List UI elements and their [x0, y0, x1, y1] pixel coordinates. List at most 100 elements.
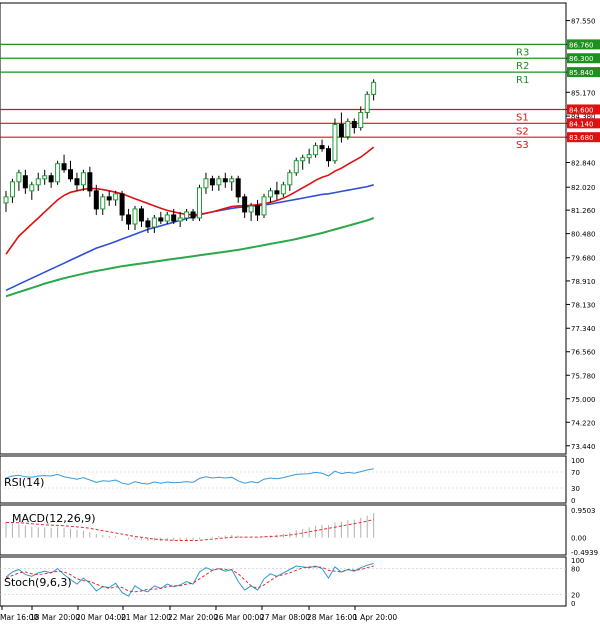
candle-bull: [203, 178, 209, 189]
candle-bear: [68, 169, 73, 180]
candlesticks: [3, 79, 377, 234]
candle-bear: [126, 214, 132, 225]
candle-bear: [93, 190, 99, 210]
resistance-label: R3: [516, 47, 529, 58]
candle-bear: [22, 175, 28, 189]
x-tick-label: 27 Mar 08:00: [260, 613, 310, 622]
candle-bull: [300, 157, 306, 162]
y-tick-label: 73.440: [571, 443, 596, 451]
candle-bear: [222, 178, 228, 183]
candle-bull: [132, 208, 138, 225]
candle-bear: [274, 190, 280, 195]
macd-tick-label: 0.00: [571, 535, 587, 543]
candle-bear: [87, 172, 93, 192]
y-tick-label: 75.780: [571, 372, 596, 380]
candle-bull: [293, 160, 299, 174]
rsi-tick-label: 70: [571, 469, 580, 477]
ma-red-line: [5, 146, 375, 255]
main-panel-frame: [0, 2, 567, 455]
support-price-tag-text: 84.600: [569, 106, 594, 114]
candle-bear: [326, 148, 331, 162]
candle-bull: [306, 154, 312, 159]
support-price-tag: [567, 132, 600, 143]
candle-bull: [42, 175, 48, 180]
moving-averages: [5, 146, 375, 298]
candle-bull: [280, 184, 286, 195]
candle-bull: [164, 214, 170, 222]
resistance-label: R2: [516, 61, 529, 72]
y-tick-label: 78.910: [571, 278, 596, 286]
x-tick-label: 22 Mar 20:00: [168, 613, 218, 622]
candle-bear: [106, 196, 112, 201]
candle-bull: [177, 217, 183, 222]
stoch-tick-label: 20: [571, 591, 580, 599]
resistance-price-tag: [567, 67, 600, 78]
candle-bear: [48, 175, 54, 183]
candle-bull: [216, 178, 222, 186]
stoch-k-line: [5, 562, 374, 597]
macd-label: MACD(12,26,9): [12, 512, 96, 525]
resistance-price-tag: [567, 53, 600, 64]
rsi-panel: 100 70 30 0: [0, 457, 584, 505]
candle-bear: [171, 214, 177, 222]
stoch-d-line: [5, 565, 374, 593]
y-tick-label: 81.260: [571, 207, 596, 215]
candle-bull: [229, 178, 235, 183]
candle-bull: [345, 121, 351, 138]
resistance-label: R1: [516, 75, 529, 86]
macd-tick-label: 0.9503: [571, 507, 596, 515]
stoch-tick-label: 0: [571, 600, 575, 608]
candle-bull: [313, 145, 319, 156]
candle-bull: [261, 196, 267, 216]
stoch-panel-frame: [0, 556, 567, 607]
candle-bear: [319, 145, 325, 150]
resistance-price-tag-text: 86.300: [569, 55, 594, 63]
macd-signal-line: [6, 519, 374, 541]
y-tick-label: 82.840: [571, 160, 596, 168]
y-tick-label: 85.170: [571, 89, 596, 97]
candle-bear: [242, 196, 248, 213]
candle-bear: [255, 205, 261, 216]
stoch-tick-label: 100: [571, 557, 584, 565]
candle-bull: [3, 196, 9, 204]
rsi-tick-label: 100: [571, 457, 584, 465]
candle-bear: [145, 220, 151, 228]
candle-bull: [100, 196, 106, 210]
candle-bull: [358, 111, 364, 129]
stoch-label: Stoch(9,6,3): [4, 576, 72, 589]
candle-bear: [209, 178, 215, 186]
candle-bull: [35, 178, 41, 186]
support-price-tag-text: 83.680: [569, 134, 594, 142]
rsi-tick-label: 0: [571, 497, 575, 505]
stoch-tick-label: 80: [571, 566, 580, 574]
candle-bear: [190, 211, 196, 219]
x-tick-label: 18 Mar 20:00: [30, 613, 80, 622]
candle-bull: [151, 217, 157, 228]
support-price-tag: [567, 104, 600, 115]
x-tick-label: 20 Mar 04:00: [76, 613, 126, 622]
y-tick-label: 75.000: [571, 396, 596, 404]
support-price-tag: [567, 118, 600, 129]
candle-bull: [184, 211, 190, 219]
x-tick-label: 1 Apr 20:00: [353, 613, 397, 622]
candle-bull: [113, 193, 119, 201]
rsi-tick-label: 30: [571, 485, 580, 493]
rsi-label: RSI(14): [4, 476, 44, 489]
support-label: S3: [516, 140, 529, 151]
resistance-price-tag-text: 85.840: [569, 69, 594, 77]
x-tick-label: 28 Mar 16:00: [307, 613, 357, 622]
candle-bear: [351, 121, 357, 129]
candle-bull: [248, 205, 254, 213]
macd-panel: 0.9503 0.00 -0.4939: [5, 507, 598, 557]
y-tick-label: 77.340: [571, 325, 596, 333]
candle-bull: [332, 124, 338, 162]
support-price-tag-text: 84.140: [569, 120, 594, 128]
candle-bull: [9, 181, 15, 198]
candle-bear: [61, 163, 67, 171]
candle-bull: [197, 187, 202, 219]
rsi-line: [5, 468, 374, 485]
candle-bull: [364, 93, 370, 113]
